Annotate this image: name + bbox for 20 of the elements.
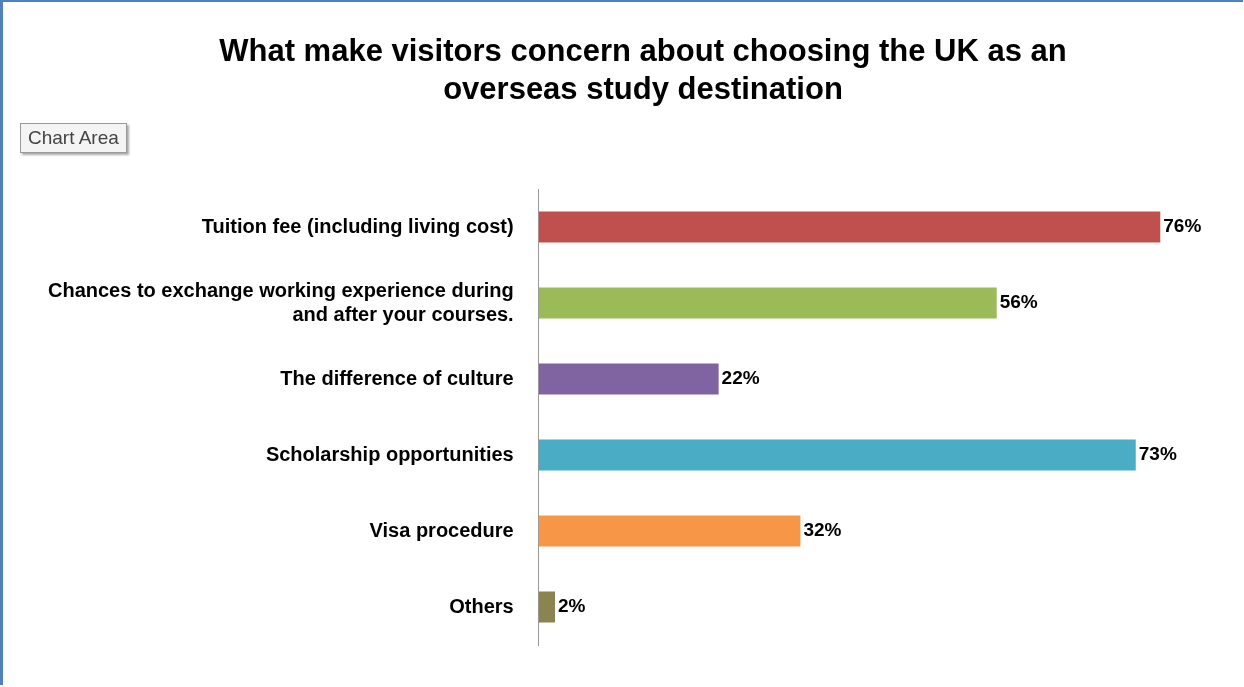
- y-tick-label: The difference of culture: [280, 366, 514, 389]
- data-label: 76%: [1163, 215, 1202, 237]
- bar: [538, 591, 556, 623]
- y-tick-label: Visa procedure: [369, 518, 514, 541]
- bar: [538, 515, 801, 547]
- text: Chart Area: [20, 123, 127, 153]
- bar: [538, 211, 1161, 243]
- data-label: 22%: [721, 367, 760, 389]
- bar: [538, 287, 997, 319]
- y-tick-label: Chances to exchange working experience during and after your courses.: [48, 278, 514, 325]
- data-label: 73%: [1138, 443, 1177, 465]
- bar: [538, 363, 719, 395]
- y-tick-label: Scholarship opportunities: [265, 442, 514, 465]
- y-tick-label: Tuition fee (including living cost): [201, 214, 514, 237]
- bar: [538, 439, 1136, 471]
- data-label: 2%: [558, 595, 586, 617]
- data-label: 56%: [999, 291, 1038, 313]
- chart-title: What make visitors concern about choosing the UK as an overseas study destination: [218, 32, 1068, 108]
- data-label: 32%: [803, 519, 842, 541]
- y-tick-label: Others: [449, 594, 514, 617]
